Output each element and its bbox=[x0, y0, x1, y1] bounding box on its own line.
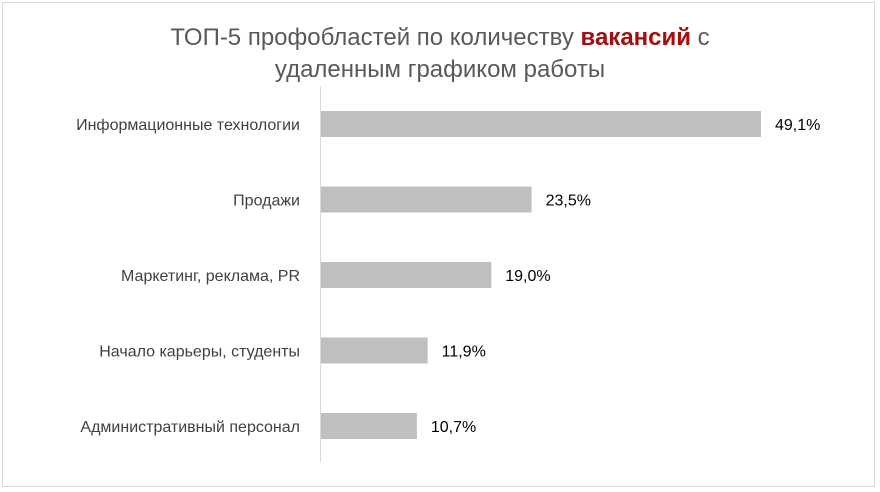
value-label: 19,0% bbox=[505, 268, 550, 285]
title-line2: удаленным графиком работы bbox=[274, 56, 606, 83]
chart-frame bbox=[2, 2, 875, 487]
category-label: Маркетинг, реклама, PR bbox=[121, 268, 300, 285]
category-label: Административный персонал bbox=[80, 419, 300, 436]
title-part1: ТОП-5 профобластей по количеству bbox=[170, 24, 581, 51]
title-highlight: вакансий bbox=[580, 24, 692, 51]
category-label: Начало карьеры, студенты bbox=[99, 344, 300, 361]
category-label: Информационные технологии bbox=[76, 117, 300, 134]
bar bbox=[321, 111, 761, 137]
bar bbox=[321, 186, 532, 213]
value-label: 11,9% bbox=[442, 344, 486, 361]
value-label: 49,1% bbox=[775, 117, 820, 134]
category-label: Продажи bbox=[233, 193, 300, 210]
title-part2: с bbox=[691, 24, 710, 51]
chart-title: ТОП-5 профобластей по количеству ваканси… bbox=[0, 22, 880, 86]
value-label: 10,7% bbox=[431, 419, 476, 436]
bar bbox=[321, 337, 428, 364]
bar bbox=[321, 413, 417, 439]
bar bbox=[321, 262, 492, 288]
value-label: 23,5% bbox=[546, 193, 591, 210]
